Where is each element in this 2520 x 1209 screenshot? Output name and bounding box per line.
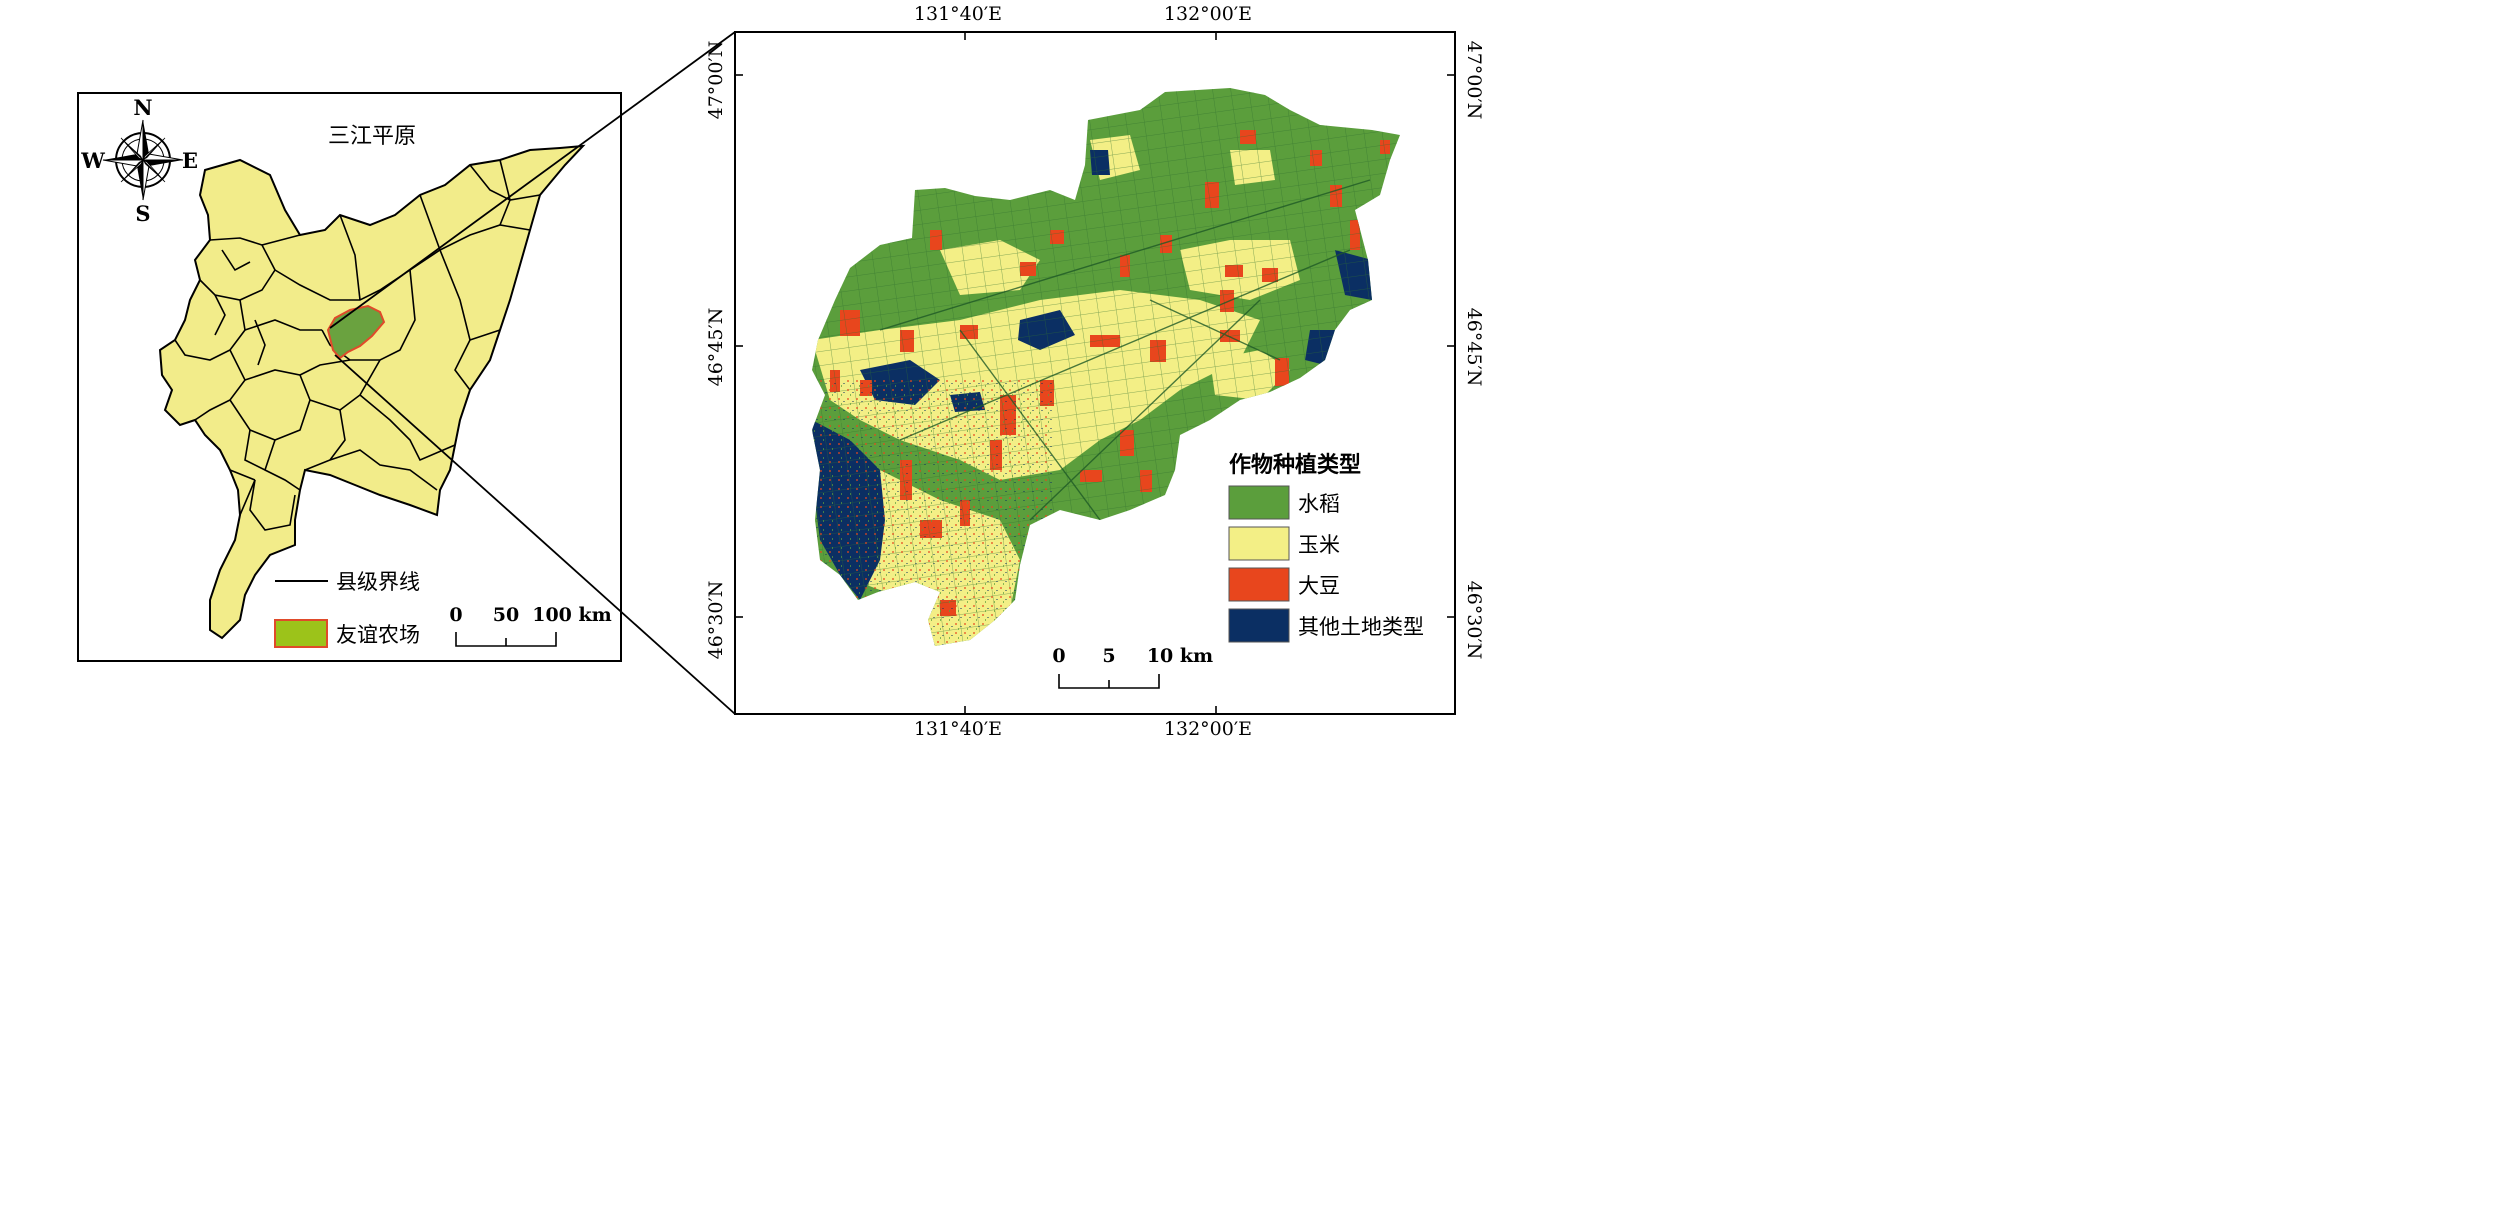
- main-map: 131°40′E 132°00′E 131°40′E 132°00′E 47°0…: [705, 3, 1485, 740]
- inset-scale-tick-100: 100 km: [532, 604, 612, 626]
- legend-label-rice: 水稻: [1298, 492, 1340, 516]
- inset-map: N S E W 三江平原 县级界线 友谊农场 0 50 100 km: [77, 92, 622, 662]
- legend-swatch-rice: [1228, 485, 1290, 520]
- inset-scale-tick-0: 0: [449, 604, 462, 626]
- lon-label-top-2: 132°00′E: [1164, 3, 1252, 25]
- compass-east-label: E: [182, 148, 198, 173]
- legend-label-corn: 玉米: [1298, 533, 1340, 557]
- legend-swatch-soybean: [1228, 567, 1290, 602]
- main-scale-tick-0: 0: [1052, 645, 1065, 667]
- legend-label-soybean: 大豆: [1298, 574, 1340, 598]
- inset-scale-tick-50: 50: [493, 604, 519, 626]
- lat-label-left-2: 46°45′N: [705, 308, 727, 387]
- boundary-legend-label: 县级界线: [336, 570, 420, 594]
- lat-label-left-3: 46°30′N: [705, 581, 727, 660]
- crop-legend-title: 作物种植类型: [1229, 452, 1361, 478]
- main-map-ticks: [735, 32, 1455, 714]
- main-scale-tick-10: 10 km: [1147, 645, 1213, 667]
- lon-label-top-1: 131°40′E: [914, 3, 1002, 25]
- compass-south-label: S: [135, 201, 150, 226]
- lon-label-bottom-2: 132°00′E: [1164, 718, 1252, 740]
- lat-label-left-1: 47°00′N: [705, 41, 727, 120]
- compass-north-label: N: [133, 95, 152, 120]
- legend-label-other-land: 其他土地类型: [1298, 615, 1424, 639]
- county-boundaries: [174, 159, 541, 531]
- farm-legend-label: 友谊农场: [336, 623, 420, 647]
- zoom-connector-top: [329, 31, 736, 329]
- farm-legend-swatch: [274, 619, 328, 648]
- lat-label-right-2: 46°45′N: [1463, 308, 1485, 387]
- main-scale-bar: [1058, 674, 1160, 689]
- compass-rose-icon: [102, 119, 184, 201]
- region-title: 三江平原: [328, 124, 416, 149]
- inset-scale-bar: [455, 632, 557, 647]
- lon-label-bottom-1: 131°40′E: [914, 718, 1002, 740]
- zoom-connector-bottom: [334, 354, 736, 715]
- legend-swatch-other-land: [1228, 608, 1290, 643]
- lat-label-right-1: 47°00′N: [1463, 41, 1485, 120]
- compass-west-label: W: [80, 148, 105, 173]
- lat-label-right-3: 46°30′N: [1463, 581, 1485, 660]
- sanjiang-plain-region: [158, 144, 586, 640]
- legend-swatch-corn: [1228, 526, 1290, 561]
- main-scale-tick-5: 5: [1102, 645, 1115, 667]
